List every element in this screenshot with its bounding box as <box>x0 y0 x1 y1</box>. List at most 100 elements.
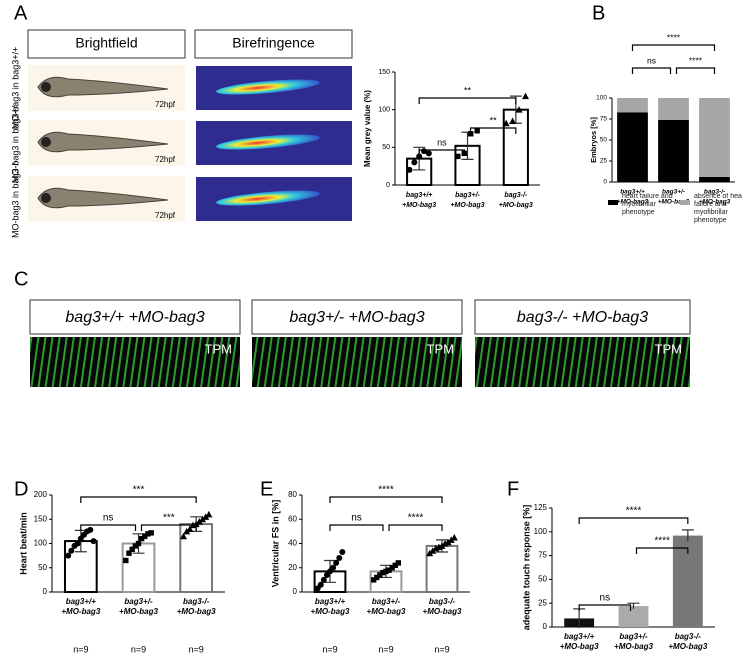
significance-label: *** <box>163 513 175 524</box>
significance-bracket <box>388 524 443 531</box>
timepoint: 72hpf <box>155 211 176 220</box>
y-tick-label: 75 <box>600 116 608 123</box>
n-label: n=9 <box>189 644 204 654</box>
image-label: bag3+/- +MO-bag3 <box>289 309 424 326</box>
legend-entry: heart failure and myofibrillar phenotype <box>622 193 673 216</box>
significance-label: ns <box>103 513 114 524</box>
data-point <box>370 577 377 583</box>
data-point <box>395 560 402 566</box>
data-point <box>74 540 81 547</box>
significance-bracket <box>578 604 632 611</box>
bar-segment <box>658 98 689 120</box>
y-tick-label: 0 <box>386 182 390 189</box>
data-point <box>474 128 480 134</box>
fish <box>37 187 169 209</box>
significance-label: ns <box>647 55 656 65</box>
column-header: Birefringence <box>232 35 315 51</box>
muscle-signal <box>216 190 320 206</box>
panel-label: E <box>260 478 273 500</box>
n-label: n=9 <box>434 644 449 654</box>
stain-label: TPM <box>655 341 682 356</box>
data-point <box>68 547 75 554</box>
y-tick-label: 125 <box>534 503 548 512</box>
data-point <box>138 535 145 542</box>
bar-segment <box>699 176 730 182</box>
data-point <box>317 581 324 588</box>
significance-label: **** <box>667 32 681 42</box>
y-tick-label: 40 <box>288 539 297 548</box>
data-point <box>411 159 418 166</box>
x-tick-label: +MO-bag3 <box>402 202 436 209</box>
significance-bracket <box>631 44 716 51</box>
data-point <box>179 532 187 540</box>
data-point <box>330 564 337 571</box>
timepoint: 72hpf <box>155 155 176 164</box>
fish-eye <box>41 137 51 147</box>
x-tick-label: +MO-bag3 <box>617 199 649 206</box>
data-point <box>320 576 327 583</box>
y-tick-label: 200 <box>34 490 48 499</box>
legend-swatch <box>608 200 618 205</box>
panel-label: D <box>14 478 28 500</box>
row-label: MO-bag3 in bag3-/- <box>10 160 20 238</box>
significance-bracket <box>469 127 517 134</box>
significance-bracket <box>329 496 443 503</box>
legend-entry-box: absence of heart failure and myofibrilla… <box>694 193 742 224</box>
data-point <box>389 565 395 571</box>
data-point <box>416 153 423 160</box>
data-point <box>447 536 455 543</box>
x-tick-label: bag3-/- <box>183 597 210 606</box>
y-tick-label: 100 <box>534 527 548 536</box>
data-point <box>199 515 207 523</box>
legend-entry-box: heart failure and myofibrillar phenotype <box>622 193 673 216</box>
panel-label: A <box>14 2 28 24</box>
n-label: n=9 <box>131 644 146 654</box>
data-point <box>90 538 97 545</box>
y-tick-label: 150 <box>34 514 48 523</box>
x-tick-label: +MO-bag3 <box>668 642 707 651</box>
data-point <box>336 555 343 562</box>
significance-bracket <box>140 524 197 531</box>
data-point <box>502 119 510 127</box>
significance-label: **** <box>408 513 424 524</box>
panel-label: F <box>507 478 519 500</box>
y-tick-label: 25 <box>600 158 608 165</box>
y-tick-label: 60 <box>288 514 297 523</box>
y-tick-label: 50 <box>382 144 390 151</box>
significance-label: ns <box>351 513 362 524</box>
data-point <box>515 106 523 113</box>
n-label: n=9 <box>73 644 88 654</box>
data-point <box>65 552 72 559</box>
significance-label: ** <box>464 85 472 95</box>
significance-bracket <box>418 97 517 104</box>
x-tick-label: bag3-/- <box>675 632 702 641</box>
x-tick-label: bag3+/+ <box>564 632 595 641</box>
tpm-image <box>30 337 240 387</box>
y-tick-label: 100 <box>596 95 607 102</box>
data-point <box>87 526 94 533</box>
n-label: n=9 <box>322 644 337 654</box>
y-axis-label: Heart beat/min <box>18 512 28 575</box>
data-point <box>392 562 398 569</box>
bar <box>618 606 649 627</box>
significance-bracket <box>675 67 716 74</box>
data-point <box>202 513 210 520</box>
data-point <box>132 543 139 549</box>
stain-label: TPM <box>427 341 454 356</box>
x-tick-label: +MO-bag3 <box>61 607 100 616</box>
data-point <box>406 166 413 173</box>
data-point <box>380 569 386 576</box>
y-tick-label: 80 <box>288 490 297 499</box>
y-tick-label: 150 <box>378 69 390 76</box>
data-point <box>129 546 135 553</box>
panel-label: B <box>592 2 605 24</box>
data-point <box>450 533 458 541</box>
y-tick-label: 0 <box>293 587 298 596</box>
x-tick-label: bag3+/- <box>619 632 648 641</box>
image-label-box <box>29 299 241 335</box>
image-label-box <box>251 299 463 335</box>
data-point <box>509 117 517 124</box>
x-tick-label: bag3+/- <box>124 597 153 606</box>
y-tick-label: 100 <box>378 107 390 114</box>
y-tick-label: 0 <box>43 587 48 596</box>
